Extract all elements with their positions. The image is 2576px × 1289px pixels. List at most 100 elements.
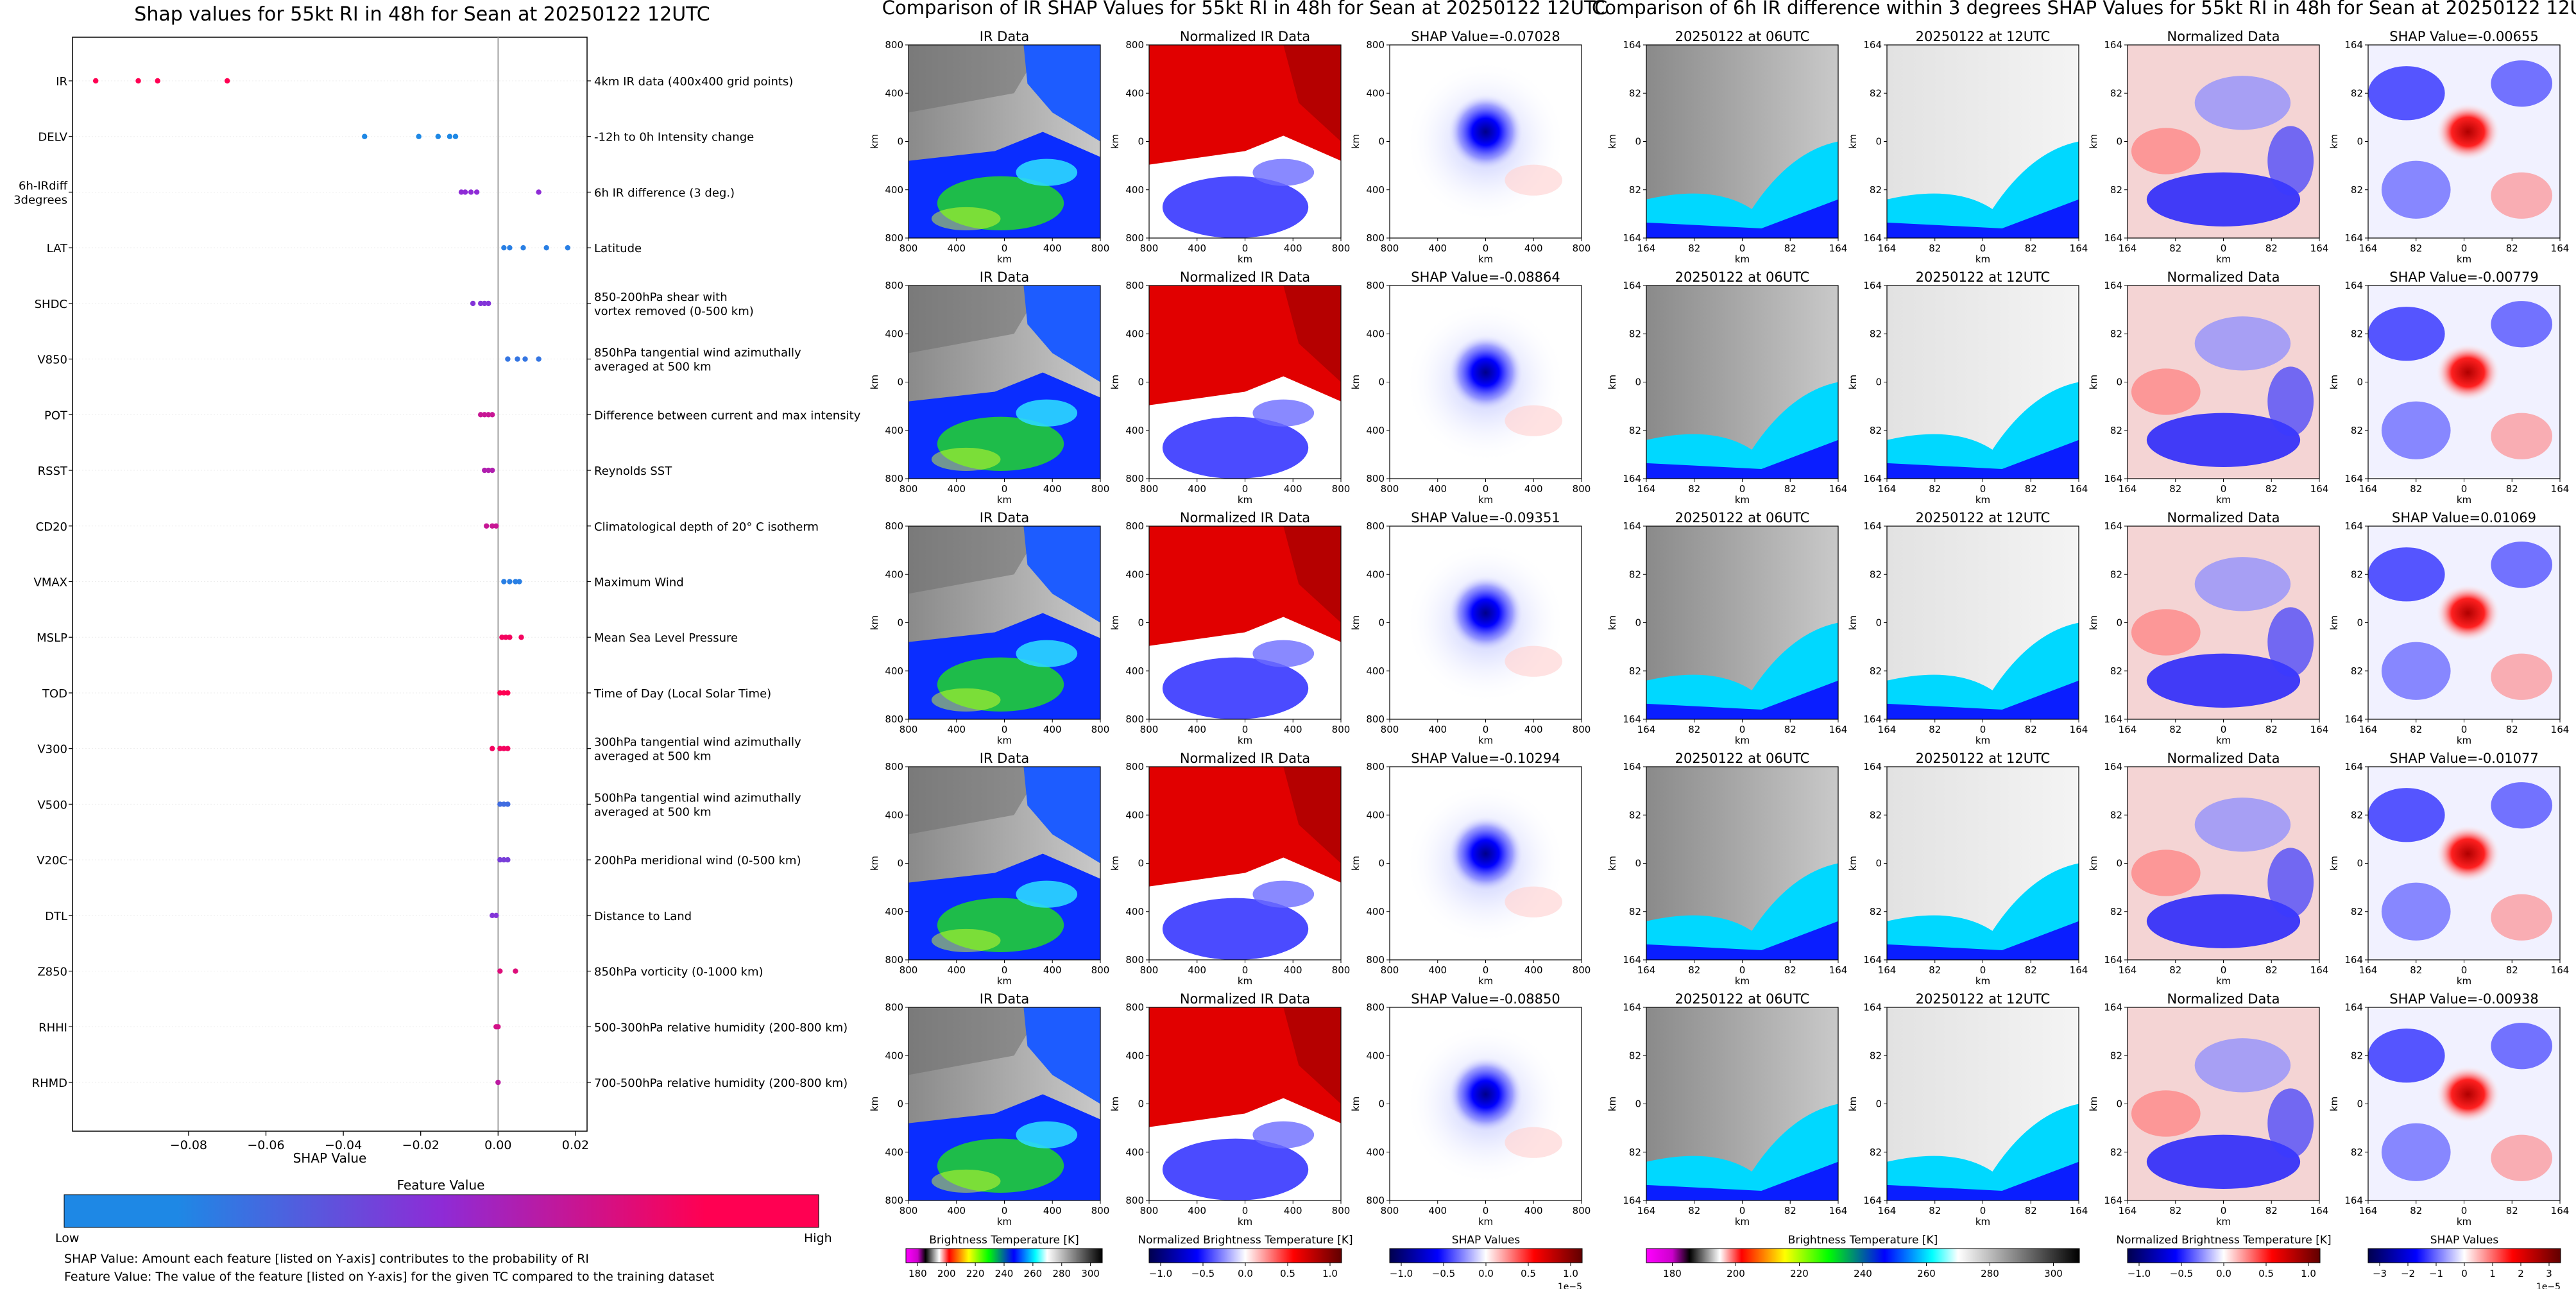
x-tick-label: 82 <box>2506 483 2518 495</box>
x-tick-label: 164 <box>1829 243 1848 254</box>
panel-diffnorm: Normalized Data1641648282008282164164kmk… <box>2088 29 2328 265</box>
x-axis-label: km <box>1735 494 1750 506</box>
y-tick-label: 82 <box>1629 906 1641 918</box>
panel-image <box>1646 1007 1838 1200</box>
shap-point <box>490 912 495 919</box>
x-tick-label: 0 <box>1002 1205 1008 1216</box>
y-axis-label: km <box>1847 1097 1859 1111</box>
x-tick-label: 82 <box>1929 964 1941 976</box>
y-tick-label: 82 <box>2110 328 2122 339</box>
y-tick-label: 164 <box>1623 761 1641 773</box>
y-axis-label: km <box>1109 856 1121 871</box>
y-tick-label: 0 <box>2357 617 2363 629</box>
panel-norm: Normalized IR Data8008004004000040040080… <box>1109 29 1350 265</box>
panel-title: SHAP Value=-0.01077 <box>2389 751 2539 766</box>
panel-diffshap: SHAP Value=-0.00655164164828200828216416… <box>2328 29 2569 265</box>
shap-point <box>477 300 484 307</box>
y-tick-label: 164 <box>2344 713 2363 725</box>
x-tick-label: 164 <box>1637 724 1656 735</box>
y-tick-label: 400 <box>1125 184 1144 196</box>
y-tick-label: 400 <box>1366 1050 1385 1061</box>
panel-image <box>1646 45 1838 238</box>
y-tick-label: 400 <box>885 906 903 918</box>
y-tick-label: 82 <box>1629 809 1641 821</box>
y-tick-label: 164 <box>1863 954 1882 966</box>
panel-image <box>2128 45 2319 238</box>
panel-ir12: 20250122 at 12UTC1641648282008282164164k… <box>1847 510 2088 746</box>
y-tick-label: 82 <box>2110 809 2122 821</box>
panel-image <box>2128 767 2319 960</box>
x-tick-label: −0.08 <box>170 1138 207 1152</box>
y-tick-label: 400 <box>1366 87 1385 99</box>
colorbar-tick-label: 0.5 <box>1521 1268 1536 1279</box>
feature-description: Reynolds SST <box>594 465 672 478</box>
x-tick-label: 164 <box>2359 1205 2378 1216</box>
x-tick-label: 164 <box>2359 483 2378 495</box>
feature-description: 500hPa tangential wind azimuthally averag… <box>594 791 801 819</box>
x-tick-label: 0 <box>1980 1205 1986 1216</box>
colorbar-high-label: High <box>804 1231 832 1245</box>
feature-label: LAT <box>47 242 68 255</box>
x-tick-label: 82 <box>2025 1205 2037 1216</box>
feature-label: V20C <box>37 854 67 867</box>
y-tick-label: 164 <box>2104 39 2122 51</box>
x-tick-label: 0 <box>1483 243 1489 254</box>
y-tick-label: 164 <box>2344 520 2363 532</box>
panel-norm: Normalized IR Data8008004004000040040080… <box>1109 751 1350 987</box>
y-tick-label: 400 <box>885 665 903 677</box>
y-tick-label: 82 <box>2351 184 2363 196</box>
x-tick-label: 82 <box>2169 964 2181 976</box>
panel-title: Normalized IR Data <box>1180 751 1310 766</box>
x-tick-label: 164 <box>2119 1205 2137 1216</box>
y-tick-label: 0 <box>1378 858 1385 869</box>
y-tick-label: 0 <box>2357 858 2363 869</box>
shap-point <box>505 746 511 751</box>
x-tick-label: 800 <box>1140 483 1159 495</box>
feature-row-rhhi: RHHI 500-300hPa relative humidity (200-80… <box>38 1021 848 1034</box>
panel-image <box>1887 526 2079 719</box>
x-tick-label: 800 <box>1573 483 1591 495</box>
x-axis-label: km <box>2216 975 2231 987</box>
x-axis-label: km <box>1478 1216 1493 1227</box>
colorbar-tick-label: 1.0 <box>1563 1268 1578 1279</box>
x-tick-label: 164 <box>1637 243 1656 254</box>
x-tick-label: 400 <box>1188 1205 1206 1216</box>
colorbar-tick-label: −0.5 <box>1191 1268 1215 1279</box>
panel-title: Normalized Data <box>2167 510 2280 525</box>
y-tick-label: 164 <box>1623 280 1641 291</box>
y-tick-label: 164 <box>1863 39 1882 51</box>
colorbar-gradient <box>1646 1248 2080 1263</box>
x-tick-label: 0 <box>1980 964 1986 976</box>
panel-title: Normalized Data <box>2167 269 2280 285</box>
y-tick-label: 0 <box>1875 617 1882 629</box>
x-axis-label: km <box>997 494 1012 506</box>
x-tick-label: 82 <box>2410 724 2422 735</box>
feature-description: -12h to 0h Intensity change <box>594 131 754 144</box>
y-axis-label: km <box>2328 615 2340 630</box>
shap-point <box>497 801 503 807</box>
feature-row-mslp: MSLP Mean Sea Level Pressure <box>37 631 738 645</box>
feature-row-pot: POT Difference between current and max in… <box>44 409 861 422</box>
x-tick-label: 800 <box>1381 243 1399 254</box>
x-tick-label: 800 <box>1332 243 1351 254</box>
y-axis-label: km <box>1109 134 1121 149</box>
shap-point <box>497 857 503 863</box>
y-tick-label: 164 <box>2344 280 2363 291</box>
y-tick-label: 0 <box>1378 136 1385 148</box>
x-tick-label: 800 <box>900 243 918 254</box>
x-tick-label: 0 <box>2461 483 2468 495</box>
panel-title: Normalized IR Data <box>1180 991 1310 1007</box>
x-tick-label: 164 <box>2551 724 2570 735</box>
x-axis-label: km <box>997 253 1012 265</box>
shap-point <box>452 133 459 139</box>
feature-label: IR <box>56 75 67 89</box>
x-tick-label: 82 <box>1929 243 1941 254</box>
colorbar: SHAP Values −3 −2 −1 0 1 2 3 1e−5 <box>2367 1234 2561 1289</box>
x-tick-label: 800 <box>900 724 918 735</box>
panel-title: Normalized IR Data <box>1180 269 1310 285</box>
y-axis-label: km <box>2088 375 2099 389</box>
shap-point <box>513 968 518 974</box>
x-tick-label: 0.02 <box>562 1138 589 1152</box>
feature-label: DTL <box>45 910 67 923</box>
